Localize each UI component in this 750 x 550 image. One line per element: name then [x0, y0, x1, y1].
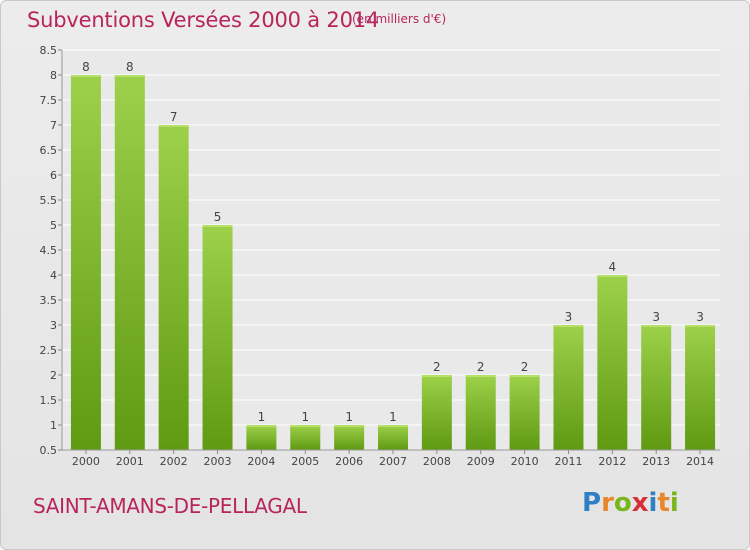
data-label: 5	[214, 210, 222, 224]
y-tick-label: 8.5	[40, 44, 58, 57]
data-label: 7	[170, 110, 178, 124]
bar	[290, 425, 321, 450]
data-label: 2	[521, 360, 529, 374]
bar	[334, 425, 365, 450]
bar	[553, 325, 584, 450]
bar	[378, 425, 408, 450]
bar-top-edge	[509, 375, 540, 377]
x-tick-label: 2009	[467, 455, 495, 468]
x-tick-label: 2003	[204, 455, 232, 468]
bar	[641, 325, 672, 450]
bar	[465, 375, 496, 450]
bar	[70, 75, 101, 450]
logo-letter: P	[582, 488, 602, 518]
y-tick-label: 2.5	[40, 344, 58, 357]
x-tick-label: 2000	[72, 455, 100, 468]
bar-top-edge	[334, 425, 365, 427]
x-tick-label: 2006	[335, 455, 363, 468]
data-label: 3	[565, 310, 573, 324]
y-tick-label: 7.5	[40, 94, 58, 107]
y-tick-label: 3	[50, 319, 57, 332]
bar-top-edge	[114, 75, 145, 77]
bar-top-edge	[202, 225, 233, 227]
x-tick-label: 2012	[598, 455, 626, 468]
bar	[158, 125, 189, 450]
y-tick-label: 5	[50, 219, 57, 232]
data-label: 3	[696, 310, 704, 324]
bar-top-edge	[246, 425, 277, 427]
bar-top-edge	[685, 325, 716, 327]
y-tick-label: 6.5	[40, 144, 58, 157]
data-label: 8	[82, 60, 90, 74]
unit-label: (en milliers d'€)	[352, 12, 447, 26]
logo-letter: x	[631, 488, 649, 518]
bar-top-edge	[158, 125, 189, 127]
bar-top-edge	[641, 325, 672, 327]
x-tick-label: 2013	[642, 455, 670, 468]
y-tick-label: 4.5	[40, 244, 58, 257]
x-tick-label: 2004	[247, 455, 275, 468]
chart-title: Subventions Versées 2000 à 2014	[27, 8, 380, 32]
proxiti-logo: Proxiti	[582, 488, 679, 518]
logo-letter: i	[669, 488, 679, 518]
commune-name: SAINT-AMANS-DE-PELLAGAL	[33, 494, 307, 518]
data-label: 8	[126, 60, 134, 74]
bar	[597, 275, 628, 450]
x-tick-label: 2007	[379, 455, 407, 468]
bar-top-edge	[70, 75, 101, 77]
data-label: 1	[345, 410, 353, 424]
x-tick-label: 2008	[423, 455, 451, 468]
data-label: 1	[301, 410, 309, 424]
y-tick-label: 2	[50, 369, 57, 382]
data-label: 4	[609, 260, 617, 274]
y-tick-label: 3.5	[40, 294, 58, 307]
bar-top-edge	[290, 425, 321, 427]
bar-top-edge	[465, 375, 496, 377]
y-tick-label: 0.5	[40, 444, 58, 457]
data-label: 1	[389, 410, 397, 424]
y-tick-label: 1.5	[40, 394, 58, 407]
x-tick-label: 2002	[160, 455, 188, 468]
bar	[685, 325, 716, 450]
data-label: 2	[433, 360, 441, 374]
data-label: 3	[652, 310, 660, 324]
bar	[114, 75, 145, 450]
x-tick-label: 2010	[511, 455, 539, 468]
bar	[202, 225, 233, 450]
y-tick-label: 7	[50, 119, 57, 132]
data-label: 2	[477, 360, 485, 374]
y-tick-label: 5.5	[40, 194, 58, 207]
logo-letter: o	[613, 488, 632, 518]
y-tick-label: 1	[50, 419, 57, 432]
logo-letter: r	[601, 488, 614, 518]
x-tick-label: 2011	[554, 455, 582, 468]
bar-top-edge	[378, 425, 408, 427]
logo-letter: t	[657, 488, 670, 518]
bar	[509, 375, 540, 450]
logo-letter: i	[648, 488, 658, 518]
bar-top-edge	[597, 275, 628, 277]
bar	[246, 425, 277, 450]
y-tick-label: 4	[50, 269, 57, 282]
y-tick-label: 8	[50, 69, 57, 82]
bar-top-edge	[553, 325, 584, 327]
data-label: 1	[258, 410, 266, 424]
x-tick-label: 2005	[291, 455, 319, 468]
x-tick-label: 2001	[116, 455, 144, 468]
x-tick-label: 2014	[686, 455, 714, 468]
bar	[421, 375, 452, 450]
bar-top-edge	[421, 375, 452, 377]
y-tick-label: 6	[50, 169, 57, 182]
